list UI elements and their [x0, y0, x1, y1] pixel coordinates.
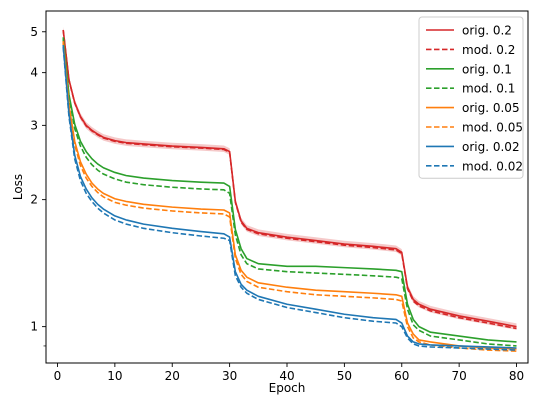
legend-box — [418, 16, 524, 179]
x-tick-label: 40 — [279, 369, 294, 383]
y-tick-label: 5 — [30, 25, 38, 39]
x-tick-label: 50 — [337, 369, 352, 383]
legend-entry-label: orig. 0.2 — [462, 24, 512, 38]
legend-entry-label: mod. 0.2 — [462, 43, 515, 57]
y-tick-label: 4 — [30, 66, 38, 80]
series-line-5 — [62, 43, 517, 352]
x-tick-label: 20 — [165, 369, 180, 383]
x-tick-label: 60 — [394, 369, 409, 383]
series-line-2 — [62, 37, 517, 343]
x-tick-label: 0 — [54, 369, 62, 383]
legend-entry-label: orig. 0.1 — [462, 62, 512, 76]
y-tick-label: 3 — [30, 118, 38, 132]
legend: orig. 0.2 mod. 0.2 orig. 0.1 mod. 0.1 orig. … — [418, 16, 524, 179]
y-axis: 1 2 3 4 5 — [30, 25, 46, 347]
x-axis: 0 10 20 30 40 50 60 70 80 — [54, 363, 524, 383]
series-line-3 — [62, 39, 517, 347]
y-axis-label: Loss — [11, 174, 25, 200]
legend-entry-label: mod. 0.05 — [462, 121, 523, 135]
x-tick-label: 10 — [107, 369, 122, 383]
legend-entry-label: orig. 0.05 — [462, 101, 520, 115]
legend-entry-label: mod. 0.1 — [462, 82, 515, 96]
series-line-7 — [62, 46, 517, 351]
x-axis-label: Epoch — [269, 381, 306, 395]
series-layer — [62, 26, 517, 352]
series-line-4 — [62, 41, 517, 350]
x-tick-label: 30 — [222, 369, 237, 383]
legend-entry-label: orig. 0.02 — [462, 140, 520, 154]
series-line-6 — [62, 44, 517, 349]
legend-entry-label: mod. 0.02 — [462, 159, 523, 173]
y-tick-label: 2 — [30, 193, 38, 207]
x-tick-label: 80 — [509, 369, 524, 383]
y-tick-label: 1 — [30, 320, 38, 334]
x-tick-label: 70 — [452, 369, 467, 383]
series-line-1 — [62, 30, 517, 330]
